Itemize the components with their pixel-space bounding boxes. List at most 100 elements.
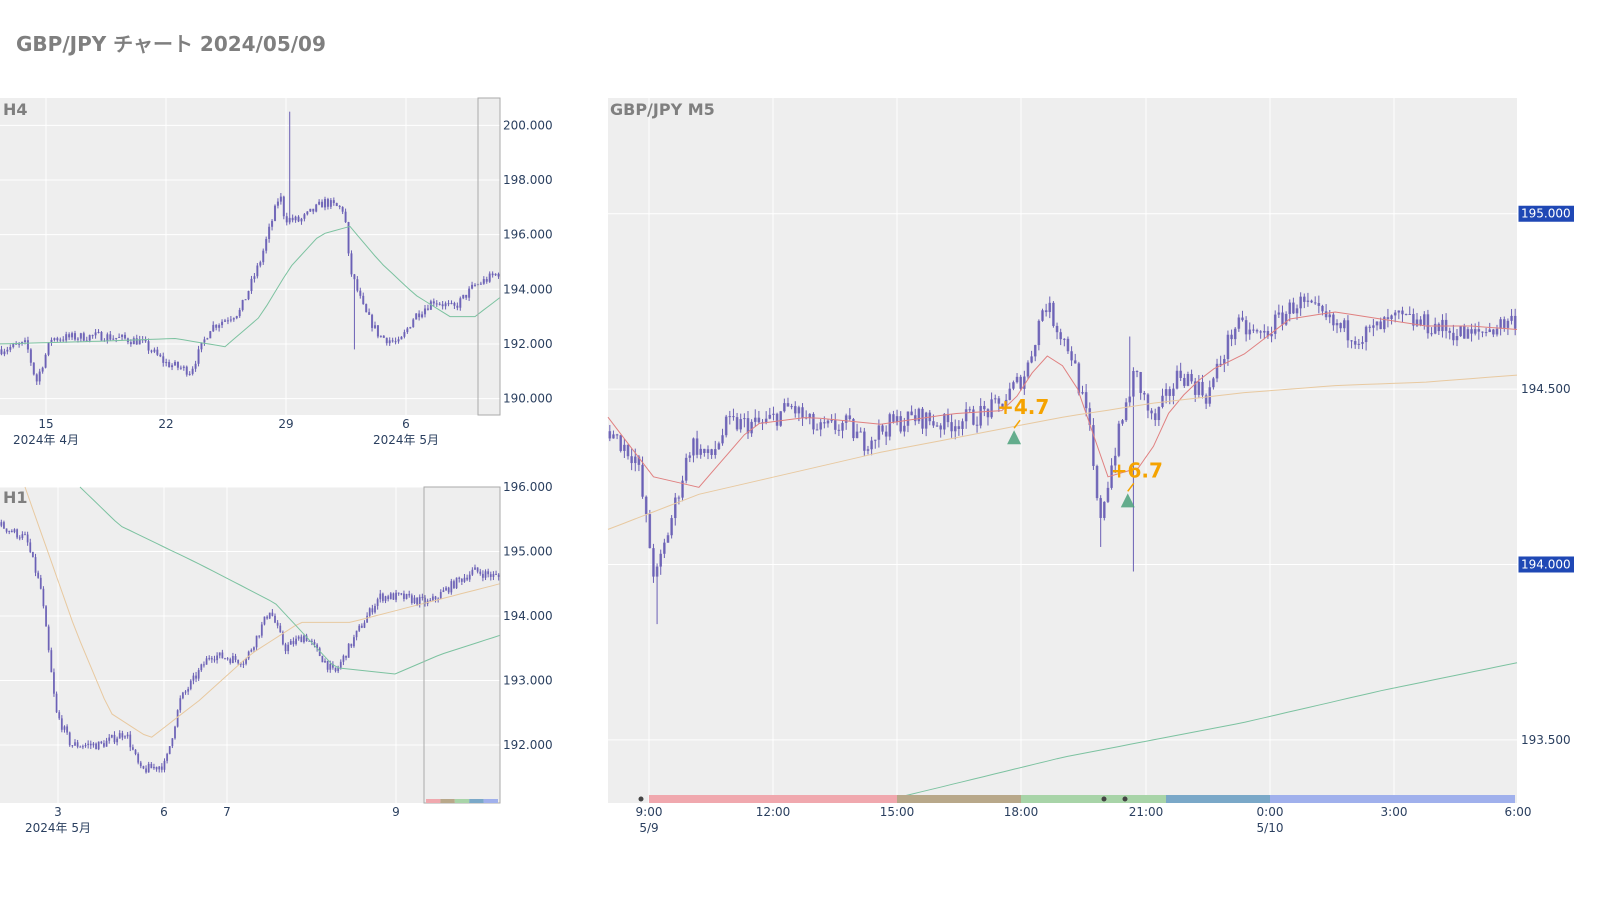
m5-candle-body [652, 548, 655, 577]
h1-candle-body [381, 593, 384, 601]
m5-y-tick-label: 194.500 [1521, 382, 1571, 396]
h4-candle-body [426, 308, 429, 310]
h1-candle-body [321, 656, 324, 663]
m5-candle-body [906, 411, 910, 426]
h4-candle-body [462, 294, 465, 299]
h4-candle-body [218, 325, 221, 328]
h1-candle-body [66, 726, 69, 733]
h4-x-tick-sublabel: 2024年 5月 [373, 433, 439, 447]
h1-candle-body [455, 577, 458, 589]
m5-candle-body [1030, 356, 1033, 363]
h1-candle-body [284, 644, 287, 652]
m5-candle-body [815, 429, 819, 431]
m5-candle-body [746, 418, 750, 434]
h1-candle-body [50, 650, 53, 673]
m5-candle-body [753, 417, 757, 422]
m5-candle-body [1430, 333, 1433, 335]
h4-candle-body [273, 205, 277, 221]
m5-candle-body [1350, 340, 1353, 342]
h4-candle-body [194, 363, 197, 369]
m5-candle-body [1248, 329, 1252, 335]
h1-candle-body [129, 734, 132, 748]
h4-candle-body [465, 294, 468, 298]
h1-candle-body [353, 637, 355, 647]
m5-candle-body [1088, 408, 1092, 426]
m5-candle-body [783, 403, 786, 412]
m5-candle-body [1459, 326, 1462, 337]
m5-candle-body [703, 448, 706, 454]
m5-candle-body [1081, 392, 1084, 394]
h1-candle-body [184, 691, 187, 693]
h1-candle-body [221, 652, 224, 659]
m5-candle-body [997, 398, 1001, 404]
m5-candle-body [881, 425, 884, 432]
m5-candle-body [848, 415, 852, 420]
m5-candle-body [808, 413, 812, 418]
h4-candle-body [62, 339, 65, 341]
m5-candle-body [1510, 315, 1513, 321]
h4-candle-body [441, 304, 444, 307]
m5-candle-body [1361, 342, 1364, 344]
h4-candle-body [191, 368, 194, 374]
m5-candle-body [1233, 328, 1237, 340]
h1-y-tick-label: 195.000 [503, 544, 553, 558]
m5-candle-body [612, 434, 615, 439]
h1-candle-body [258, 635, 261, 637]
m5-candle-body [1055, 325, 1059, 333]
h4-candle-body [494, 273, 497, 276]
h1-candle-body [147, 763, 150, 773]
m5-candle-body [823, 422, 826, 424]
h4-candle-body [185, 366, 188, 375]
m5-candle-body [1128, 396, 1132, 403]
m5-x-tick-sublabel: 5/9 [639, 821, 658, 835]
h1-candle-body [168, 746, 171, 754]
h4-candle-body [253, 276, 256, 279]
h4-candle-body [271, 220, 274, 227]
h4-x-tick-sublabel: 2024年 4月 [13, 433, 79, 447]
m5-candle-body [1186, 373, 1190, 386]
m5-candle-body [623, 444, 626, 451]
m5-candle-body [986, 409, 990, 418]
m5-event-dot [638, 796, 644, 802]
h4-candle-body [344, 211, 347, 223]
h1-candle-body [89, 743, 92, 746]
m5-candle-body [710, 449, 713, 455]
h1-candle-body [371, 608, 374, 613]
m5-candle-body [1470, 329, 1473, 334]
m5-candle-body [1379, 321, 1382, 330]
m5-candle-body [1121, 420, 1124, 424]
h1-candle-body [424, 597, 426, 604]
h4-candle-body [279, 196, 282, 202]
h4-candle-body [182, 366, 185, 368]
h1-y-tick-label: 194.000 [503, 609, 553, 623]
h4-candle-body [326, 199, 329, 207]
h1-panel-title: H1 [3, 488, 28, 507]
m5-candle-body [626, 444, 630, 457]
profit-annotation: +4.7 [997, 395, 1049, 419]
h1-candle-body [410, 595, 413, 604]
m5-candle-body [677, 497, 681, 499]
h1-candle-body [397, 592, 400, 594]
h4-x-tick-label: 22 [158, 417, 173, 431]
m5-candle-body [812, 413, 815, 430]
h1-candle-body [76, 742, 79, 747]
m5-candle-body [1212, 378, 1215, 388]
m5-candle-body [1455, 336, 1459, 341]
m5-candle-body [1426, 314, 1430, 334]
h1-candle-body [342, 655, 345, 662]
m5-candle-body [1255, 330, 1259, 332]
m5-session-segment [1021, 795, 1166, 803]
h1-candle-body [163, 760, 166, 770]
h4-candle-body [388, 340, 391, 344]
h4-candle-body [65, 334, 68, 341]
h1-candle-body [68, 732, 71, 746]
h1-candle-body [145, 768, 147, 773]
h1-candle-body [187, 688, 190, 692]
m5-candle-body [1226, 334, 1230, 360]
h4-candle-body [323, 199, 327, 208]
h1-candle-body [97, 741, 100, 750]
h4-candle-body [156, 349, 159, 355]
h4-candle-body [115, 337, 118, 339]
m5-candle-body [1084, 392, 1088, 409]
